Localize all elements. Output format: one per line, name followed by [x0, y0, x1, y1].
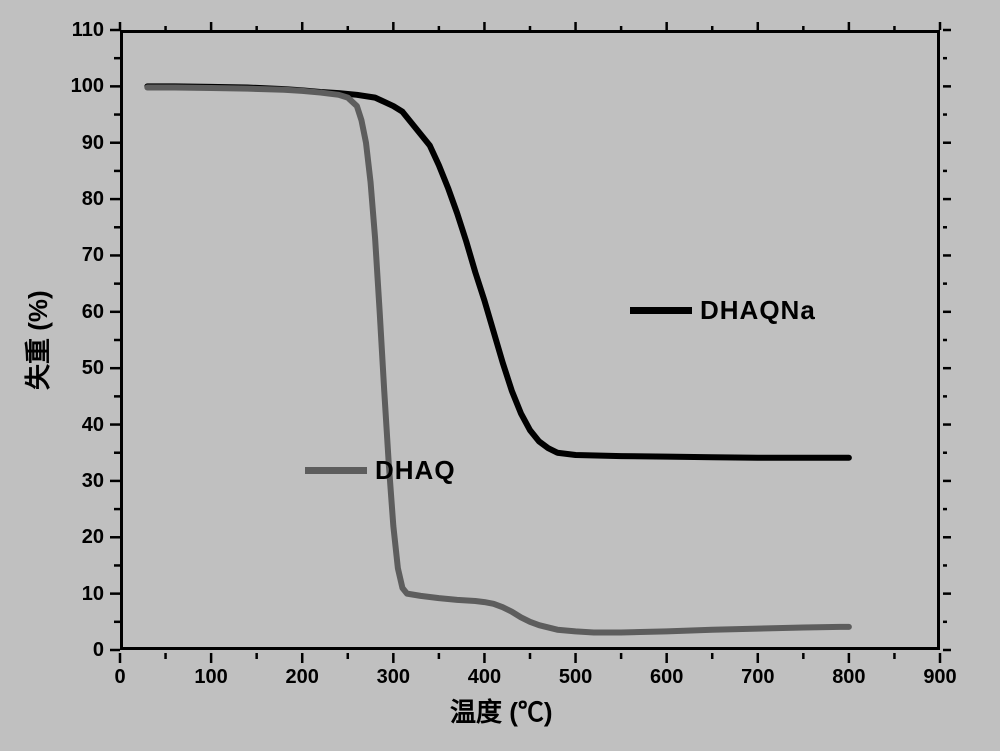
y-tick-label: 60: [82, 301, 104, 324]
legend-swatch: [305, 467, 367, 474]
y-tick-label: 90: [82, 132, 104, 155]
x-tick-label: 0: [100, 666, 140, 689]
y-tick-label: 30: [82, 470, 104, 493]
x-tick-label: 500: [556, 666, 596, 689]
x-tick-label: 800: [829, 666, 869, 689]
x-tick-label: 900: [920, 666, 960, 689]
y-tick-label: 80: [82, 188, 104, 211]
legend-swatch: [630, 307, 692, 314]
x-tick-label: 600: [647, 666, 687, 689]
x-tick-label: 300: [373, 666, 413, 689]
y-tick-label: 40: [82, 414, 104, 437]
x-tick-label: 700: [738, 666, 778, 689]
legend-label: DHAQNa: [700, 295, 816, 326]
x-tick-label: 200: [282, 666, 322, 689]
legend-item-dhaqna: DHAQNa: [630, 295, 816, 326]
y-tick-label: 100: [71, 75, 104, 98]
y-axis-label: 失重 (%): [18, 290, 55, 390]
x-tick-label: 100: [191, 666, 231, 689]
y-tick-label: 50: [82, 357, 104, 380]
y-tick-label: 10: [82, 583, 104, 606]
y-tick-label: 70: [82, 244, 104, 267]
y-tick-label: 20: [82, 526, 104, 549]
series-dhaq: [147, 87, 849, 632]
legend-item-dhaq: DHAQ: [305, 455, 456, 486]
x-tick-label: 400: [464, 666, 504, 689]
chart-svg: [0, 0, 1000, 751]
x-axis-label: 温度 (℃): [450, 692, 553, 729]
series-dhaqna: [147, 86, 849, 457]
y-tick-label: 110: [72, 19, 104, 42]
y-tick-label: 0: [93, 639, 104, 662]
legend-label: DHAQ: [375, 455, 456, 486]
